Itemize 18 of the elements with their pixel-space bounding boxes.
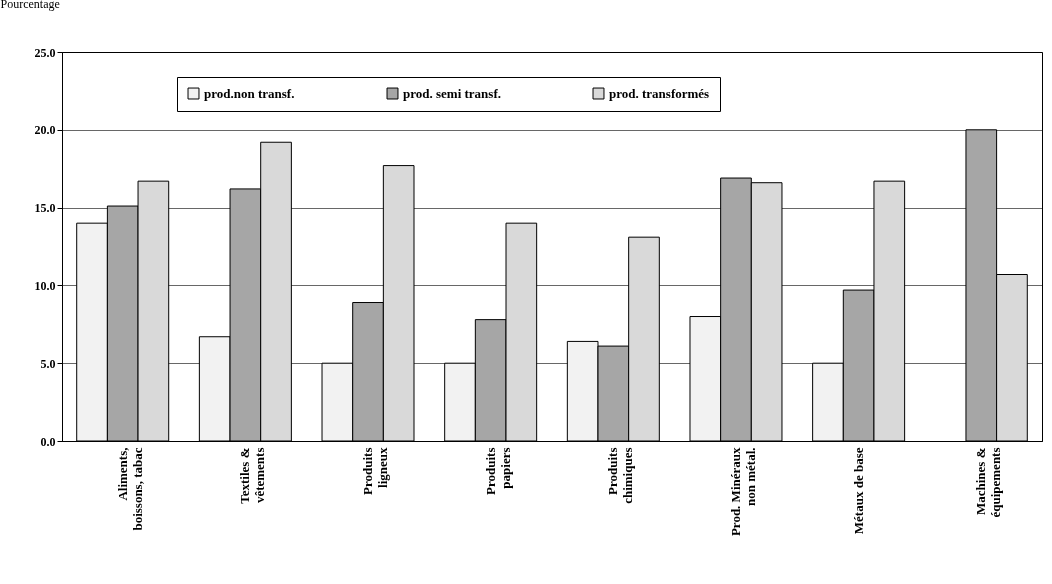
x-tick-label: Aliments, boissons, tabac bbox=[114, 447, 145, 531]
y-tick-label: 15.0 bbox=[34, 201, 56, 216]
y-tick-label: 25.0 bbox=[34, 45, 56, 60]
legend-label: prod. semi transf. bbox=[403, 85, 501, 101]
y-tick-label: 0.0 bbox=[40, 434, 56, 449]
y-tick-label: 20.0 bbox=[34, 123, 56, 138]
y-tick-label: 5.0 bbox=[40, 356, 56, 371]
legend-label: prod.non transf. bbox=[204, 85, 295, 101]
x-tick-label: Prod. Minéraux non métal. bbox=[727, 447, 758, 537]
x-tick-label: Produits chimiques bbox=[605, 447, 636, 504]
x-tick-label: Textiles & vêtements bbox=[237, 447, 268, 504]
y-tick-label: 10.0 bbox=[34, 278, 56, 293]
x-tick-label: Produits ligneux bbox=[360, 447, 391, 495]
x-tick-label: Métaux de base bbox=[850, 447, 866, 535]
y-axis-title: Pourcentage bbox=[0, 0, 60, 11]
x-tick-label: Machines & équipements bbox=[973, 447, 1004, 518]
x-tick-label: Produits papiers bbox=[482, 447, 513, 495]
legend-label: prod. transformés bbox=[609, 85, 710, 101]
